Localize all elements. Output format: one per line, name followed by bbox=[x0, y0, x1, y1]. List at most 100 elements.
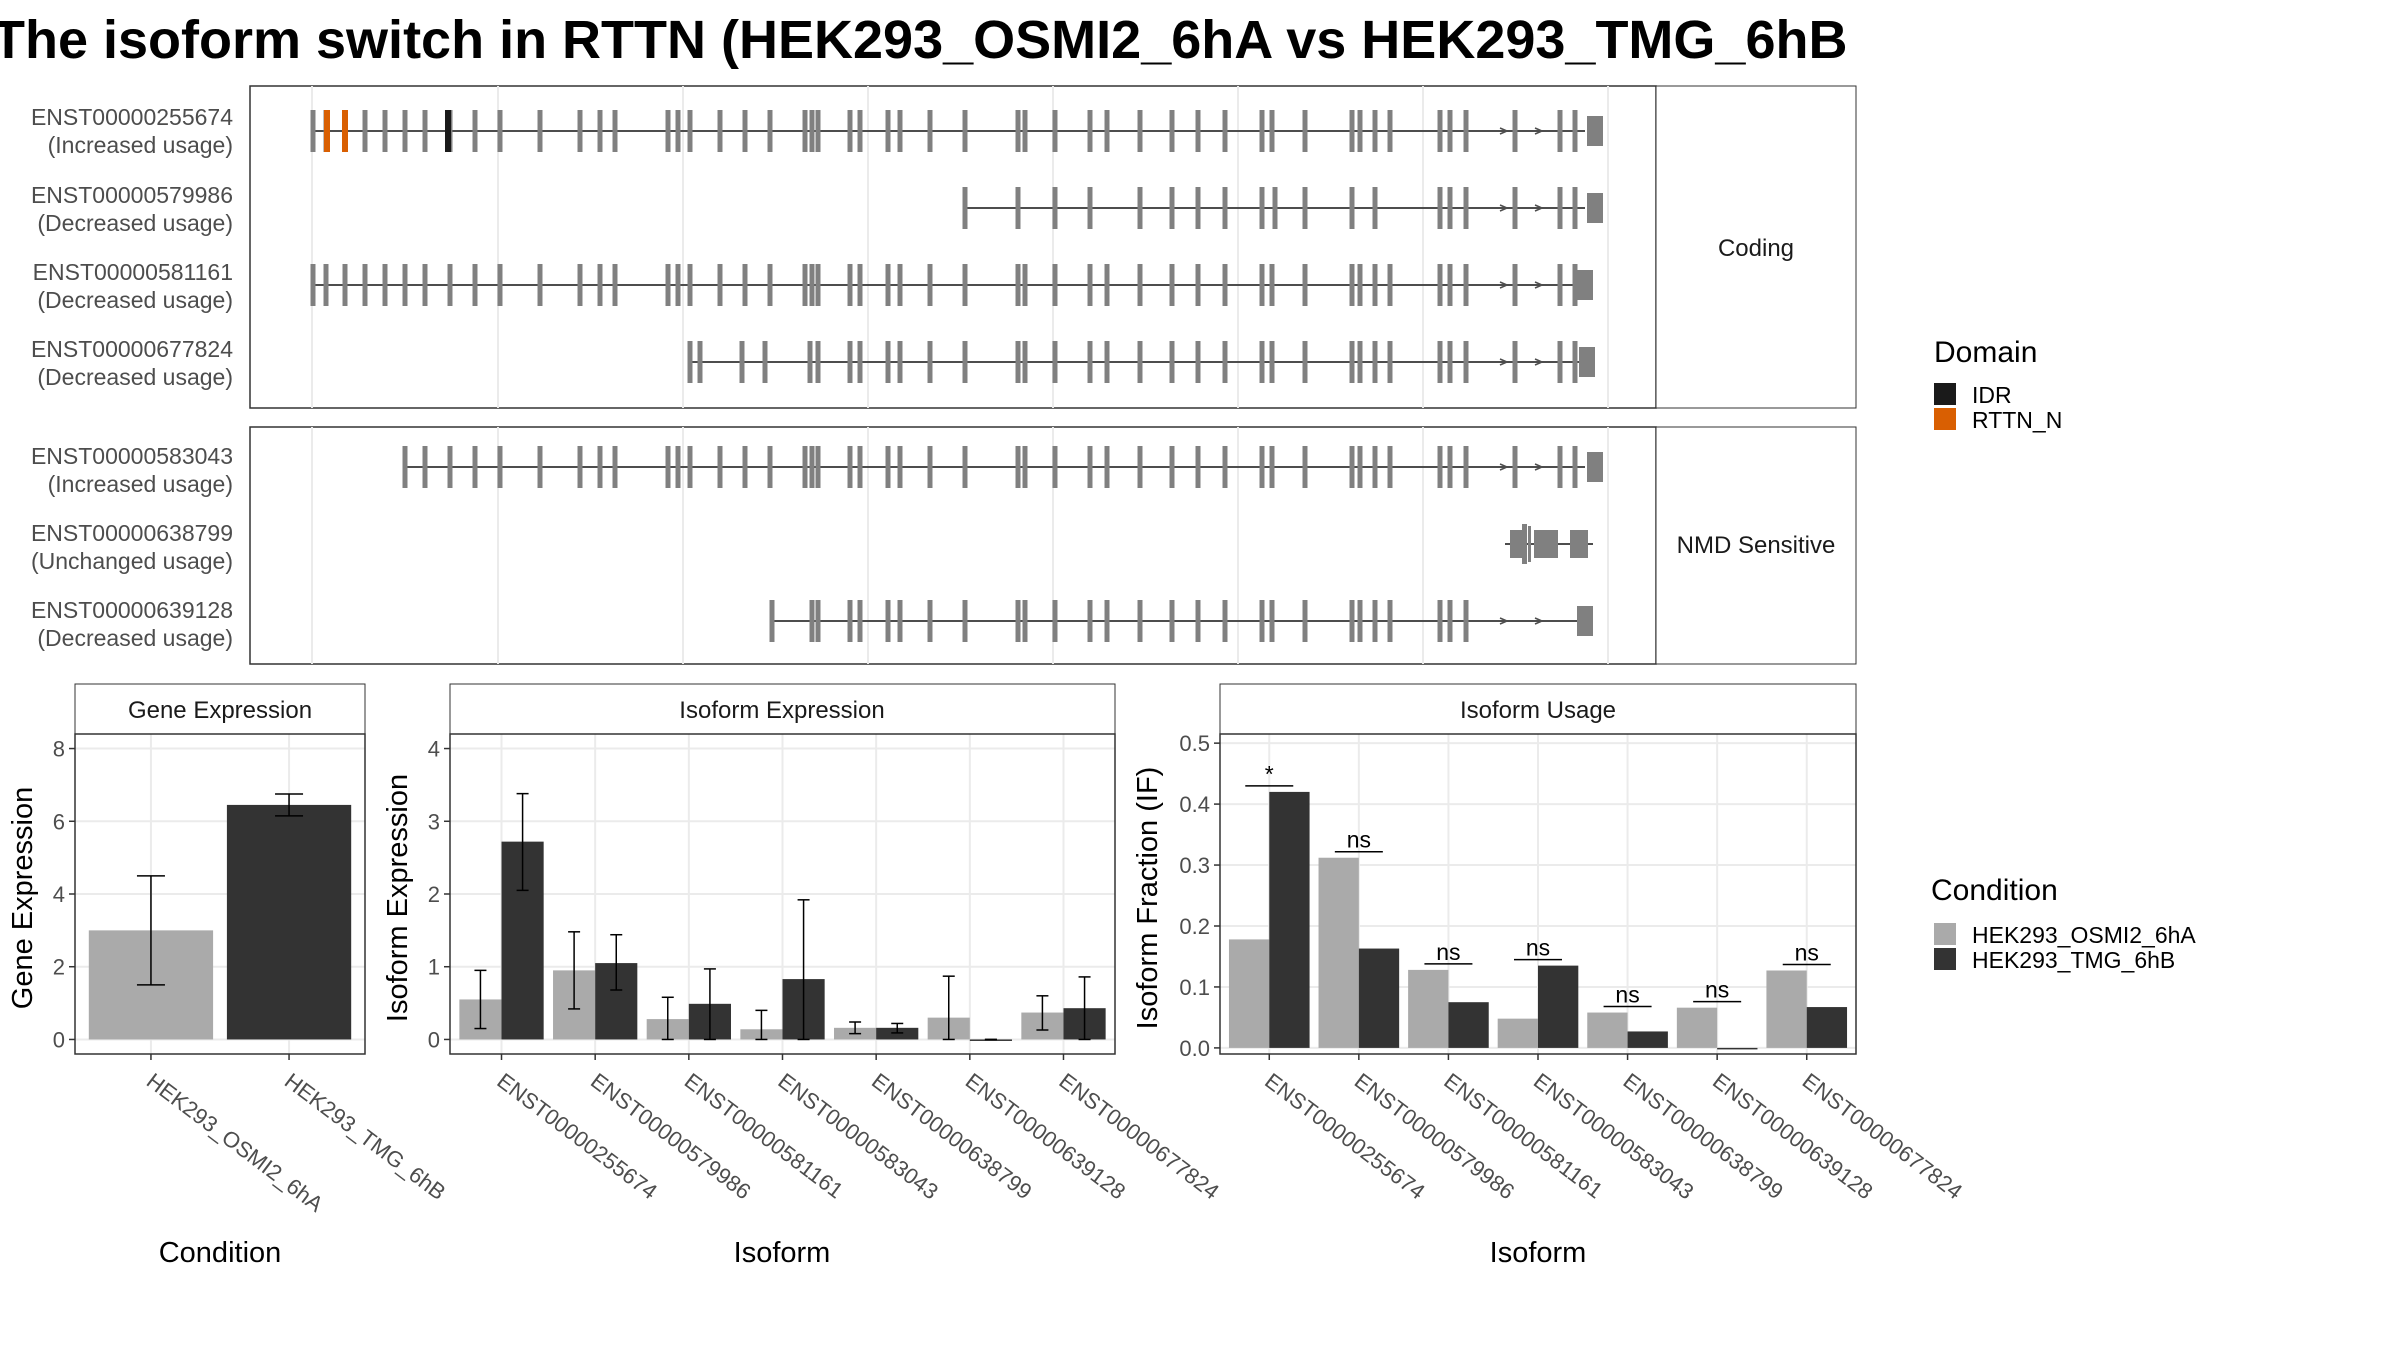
exon-block bbox=[897, 341, 903, 383]
exon-block bbox=[885, 446, 891, 488]
y-tick-label: 0 bbox=[53, 1027, 65, 1052]
strand-arrow bbox=[1499, 127, 1509, 135]
exon-block bbox=[1447, 600, 1453, 642]
exon-block bbox=[1259, 600, 1265, 642]
exon-block bbox=[1052, 264, 1058, 306]
y-tick-label: 2 bbox=[53, 955, 65, 980]
exon-block bbox=[1387, 264, 1393, 306]
exon-block bbox=[897, 600, 903, 642]
exon-block bbox=[1259, 264, 1265, 306]
exon-block bbox=[687, 264, 693, 306]
exon-block bbox=[1357, 110, 1363, 152]
x-tick-label: ENST00000581161 bbox=[680, 1068, 848, 1203]
exon-block bbox=[857, 341, 863, 383]
exon-block bbox=[1572, 446, 1578, 488]
x-tick-label: ENST00000639128 bbox=[1708, 1068, 1877, 1204]
significance-label: ns bbox=[1526, 935, 1550, 961]
nmd-panel bbox=[249, 426, 1657, 665]
exon-block bbox=[577, 264, 583, 306]
exon-block bbox=[612, 446, 618, 488]
isoform-expression-xlabel: Isoform bbox=[734, 1237, 831, 1269]
bar bbox=[1448, 1002, 1489, 1048]
strand-arrow bbox=[1499, 358, 1509, 366]
exon-block bbox=[1570, 530, 1588, 558]
exon-block bbox=[1437, 341, 1443, 383]
exon-block bbox=[422, 446, 428, 488]
exon-block bbox=[1302, 600, 1308, 642]
gene-expression-strip bbox=[74, 683, 366, 735]
exon-block bbox=[847, 446, 853, 488]
exon-block bbox=[962, 341, 968, 383]
x-tick-label: ENST00000255674 bbox=[1260, 1068, 1429, 1204]
isoform-expression-title: Isoform Expression bbox=[679, 697, 884, 724]
exon-block bbox=[1349, 110, 1355, 152]
exon-block bbox=[1387, 446, 1393, 488]
exon-block bbox=[885, 341, 891, 383]
exon-block bbox=[1447, 341, 1453, 383]
exon-block bbox=[807, 341, 813, 383]
transcript-id: ENST00000638799 bbox=[31, 520, 233, 546]
y-tick-label: 0.4 bbox=[1179, 792, 1210, 817]
exon-block bbox=[897, 264, 903, 306]
exon-block bbox=[1387, 600, 1393, 642]
exon-block bbox=[675, 264, 681, 306]
strand-arrow bbox=[1499, 463, 1509, 471]
exon-block bbox=[962, 600, 968, 642]
exon-block bbox=[742, 446, 748, 488]
significance-label: * bbox=[1265, 761, 1274, 787]
exon-block bbox=[1512, 341, 1518, 383]
exon-block bbox=[769, 600, 775, 642]
legend-key-idr bbox=[1934, 383, 1956, 405]
exon-block bbox=[1302, 446, 1308, 488]
exon-block bbox=[597, 264, 603, 306]
exon-block bbox=[342, 264, 348, 306]
exon-block bbox=[1557, 187, 1563, 229]
y-tick-label: 0.0 bbox=[1179, 1036, 1210, 1061]
isoform-expression-ylabel: Isoform Expression bbox=[382, 774, 414, 1022]
exon-block bbox=[1137, 264, 1143, 306]
legend-key-cond1 bbox=[1934, 923, 1956, 945]
isoform-usage-xlabel: Isoform bbox=[1490, 1237, 1587, 1269]
exon-block bbox=[1222, 341, 1228, 383]
exon-block bbox=[1015, 600, 1021, 642]
y-tick-label: 0.2 bbox=[1179, 914, 1210, 939]
strand-arrow bbox=[1499, 281, 1509, 289]
transcript-usage: (Decreased usage) bbox=[37, 210, 233, 236]
transcript-usage: (Increased usage) bbox=[48, 471, 233, 497]
strip-label-nmd: NMD Sensitive bbox=[1677, 532, 1836, 559]
exon-block bbox=[717, 264, 723, 306]
x-tick-label: ENST00000677824 bbox=[1054, 1068, 1223, 1204]
exon-block bbox=[1572, 187, 1578, 229]
transcript-usage: (Increased usage) bbox=[48, 132, 233, 158]
exon-block bbox=[767, 446, 773, 488]
strand-arrow bbox=[1534, 463, 1544, 471]
exon-block bbox=[687, 341, 693, 383]
exon-block bbox=[1137, 341, 1143, 383]
exon-block bbox=[1104, 110, 1110, 152]
rttn-n-domain bbox=[324, 110, 330, 152]
exon-block bbox=[1222, 264, 1228, 306]
utr-block bbox=[1579, 347, 1595, 377]
exon-block bbox=[767, 264, 773, 306]
exon-block bbox=[402, 110, 408, 152]
exon-block bbox=[1269, 341, 1275, 383]
exon-block bbox=[362, 110, 368, 152]
significance-label: ns bbox=[1347, 827, 1371, 853]
transcript-usage: (Decreased usage) bbox=[37, 364, 233, 390]
exon-block bbox=[1349, 600, 1355, 642]
exon-block bbox=[1195, 446, 1201, 488]
exon-block bbox=[422, 110, 428, 152]
domain-legend: Domain IDR RTTN_N bbox=[1934, 336, 2062, 433]
exon-block bbox=[815, 110, 821, 152]
transcript-labels: ENST00000255674 (Increased usage) ENST00… bbox=[31, 104, 233, 651]
utr-block bbox=[1577, 606, 1593, 636]
isoform-usage-title: Isoform Usage bbox=[1460, 697, 1616, 724]
significance-label: ns bbox=[1436, 939, 1460, 965]
y-tick-label: 0.3 bbox=[1179, 853, 1210, 878]
exon-block bbox=[1437, 600, 1443, 642]
gene-expression-xlabel: Condition bbox=[159, 1237, 282, 1269]
exon-block bbox=[857, 600, 863, 642]
x-tick-label: ENST00000639128 bbox=[961, 1068, 1130, 1204]
exon-block bbox=[612, 264, 618, 306]
